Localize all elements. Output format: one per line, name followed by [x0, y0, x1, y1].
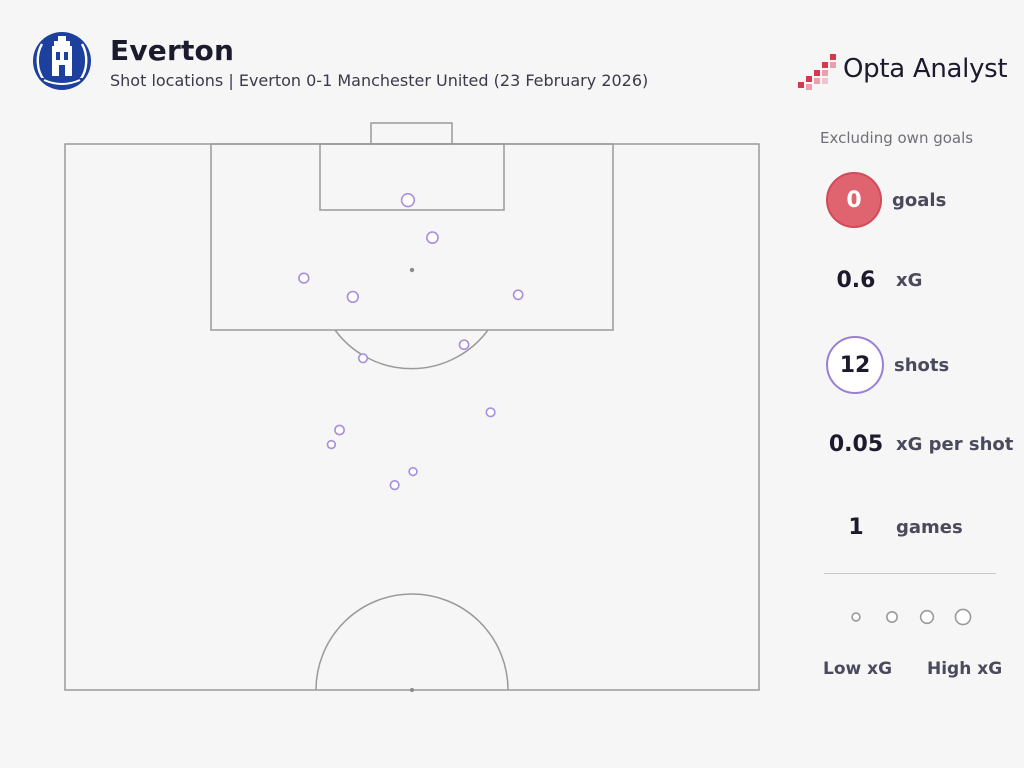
shot-point-12: [389, 480, 400, 491]
everton-crest-icon: [33, 32, 91, 90]
games-value: 1: [848, 515, 864, 540]
shot-point-8: [485, 407, 496, 418]
xg-per-shot-label: xG per shot: [896, 434, 1014, 455]
centre-circle: [315, 593, 509, 691]
legend-high-label: High xG: [927, 659, 1003, 679]
pitch-outline: [64, 143, 760, 691]
games-stat: 1 games: [826, 515, 963, 540]
shot-point-4: [346, 290, 359, 304]
shot-point-2: [426, 231, 439, 244]
legend-divider: [824, 573, 996, 574]
goals-label: goals: [892, 189, 947, 211]
goals-stat: 0 goals: [826, 172, 946, 228]
shot-point-6: [458, 339, 470, 351]
shots-layer: [298, 193, 524, 491]
own-goals-note: Excluding own goals: [820, 129, 974, 147]
legend-size-circle-4: [954, 608, 972, 626]
goals-circle: 0: [826, 172, 882, 228]
xg-stat: 0.6 xG: [826, 268, 923, 293]
legend-low-label: Low xG: [823, 659, 893, 679]
six-yard-box: [319, 143, 505, 211]
legend-size-circle-3: [919, 609, 935, 625]
shot-point-1: [400, 193, 416, 208]
penalty-spot: [409, 267, 415, 273]
legend-size-circle-1: [851, 612, 861, 622]
goals-value: 0: [846, 187, 862, 213]
shot-point-9: [334, 424, 345, 436]
penalty-area: [210, 143, 614, 331]
goal: [370, 122, 453, 145]
opta-analyst-logo-icon: [798, 54, 836, 90]
xg-label: xG: [896, 270, 923, 291]
xg-per-shot-value: 0.05: [828, 432, 884, 457]
brand-name: Opta Analyst: [843, 54, 1008, 84]
shot-point-5: [512, 289, 524, 301]
shots-circle: 12: [826, 336, 884, 394]
xg-size-legend: [851, 608, 972, 626]
centre-spot: [410, 688, 414, 692]
shots-stat: 12 shots: [826, 336, 949, 394]
penalty-arc: [334, 329, 489, 370]
legend-size-circle-2: [886, 611, 898, 623]
page-subtitle: Shot locations | Everton 0-1 Manchester …: [110, 71, 649, 90]
xg-per-shot-stat: 0.05 xG per shot: [826, 432, 1014, 457]
games-label: games: [896, 517, 963, 538]
xg-value: 0.6: [836, 268, 876, 293]
shot-point-11: [408, 466, 418, 477]
shots-value: 12: [839, 352, 871, 378]
pitch-lines: [64, 122, 760, 691]
shot-point-7: [357, 353, 369, 364]
shot-point-10: [326, 439, 337, 450]
page-title: Everton: [110, 34, 235, 67]
shots-label: shots: [894, 354, 950, 376]
shot-point-3: [298, 272, 310, 284]
